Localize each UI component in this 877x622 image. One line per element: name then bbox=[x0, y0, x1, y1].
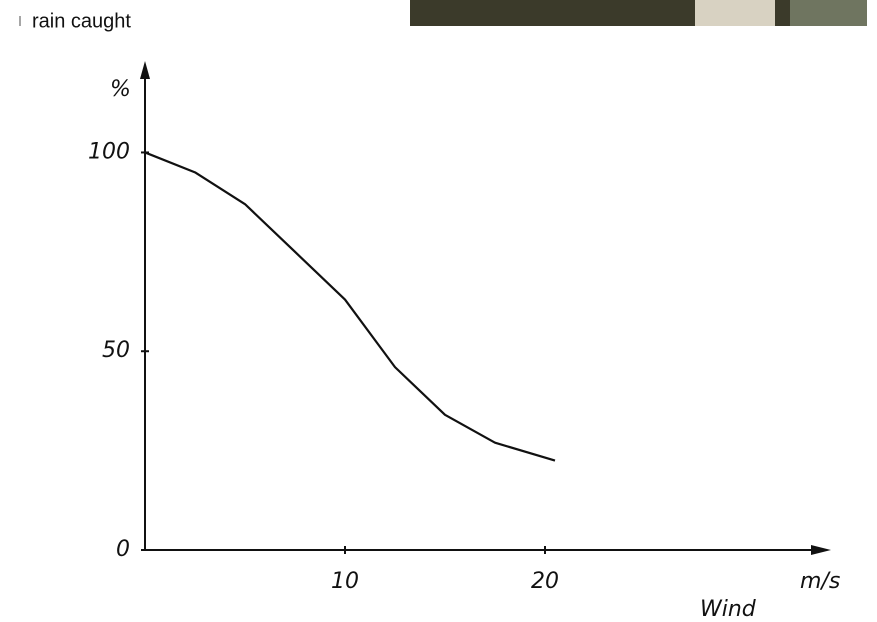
y-tick-label: 100 bbox=[88, 139, 130, 164]
x-axis-unit: m/s bbox=[800, 569, 840, 594]
photo-foliage bbox=[790, 0, 867, 26]
x-axis-label: Wind bbox=[700, 597, 757, 622]
line bbox=[144, 151, 556, 462]
photo-post bbox=[695, 0, 775, 26]
chart-title: rain caught bbox=[32, 10, 131, 32]
y-axis-arrow bbox=[140, 61, 150, 79]
x-axis-arrow bbox=[811, 545, 831, 555]
y-tick-label: 0 bbox=[116, 537, 130, 562]
x-tick-label: 10 bbox=[331, 569, 359, 594]
y-tick-label: 50 bbox=[102, 338, 130, 363]
y-axis-label: % bbox=[110, 77, 131, 102]
x-tick-label: 20 bbox=[531, 569, 559, 594]
